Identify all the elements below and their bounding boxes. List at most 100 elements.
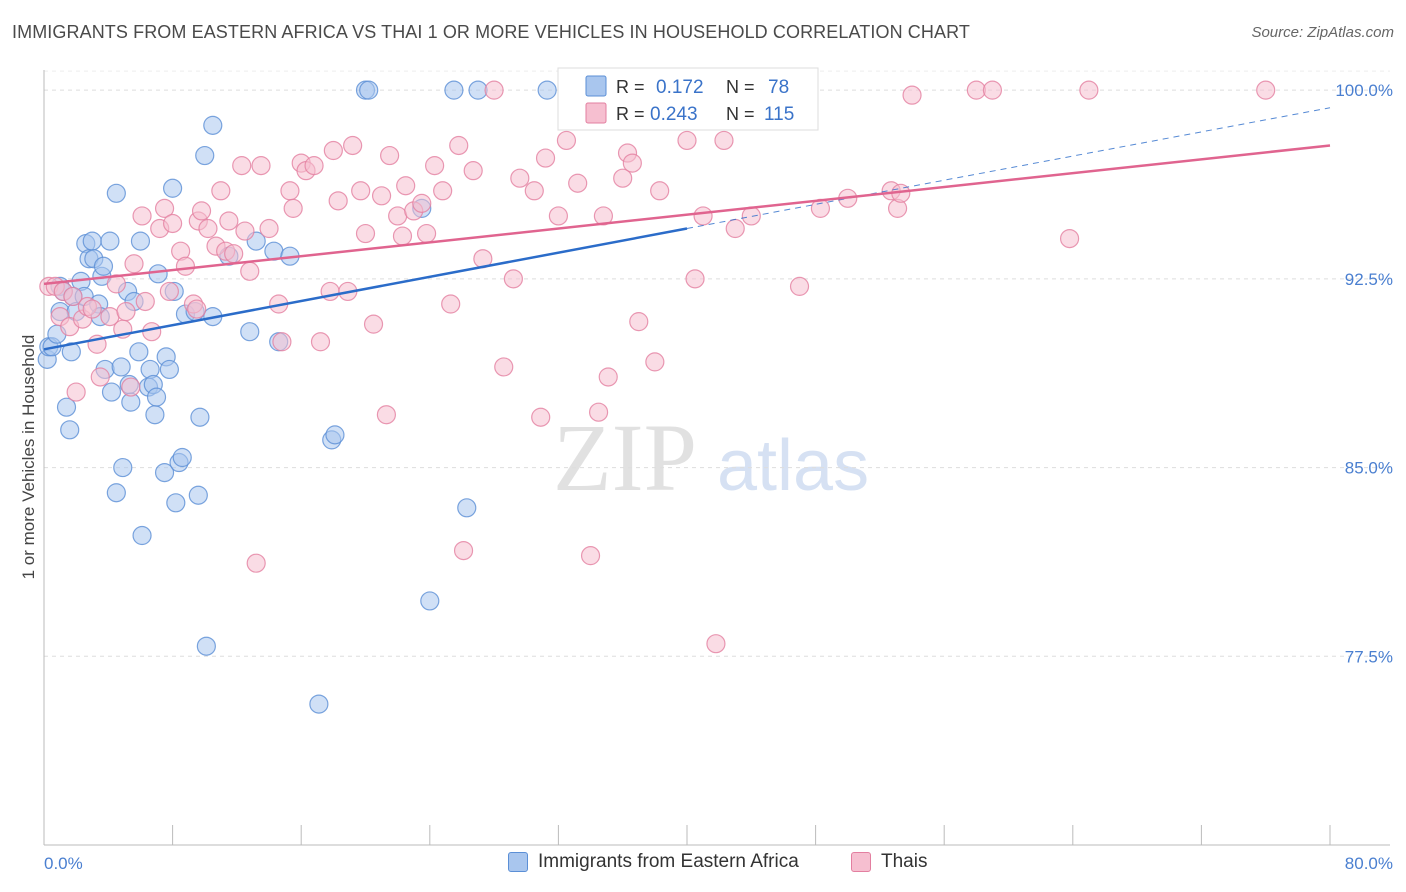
- data-point-eastern-africa: [100, 231, 120, 251]
- data-point-eastern-africa: [468, 80, 488, 100]
- data-point-thais: [412, 193, 432, 213]
- data-point-eastern-africa: [154, 462, 175, 483]
- data-point-eastern-africa: [309, 694, 329, 714]
- data-point-thais: [175, 256, 196, 276]
- data-point-thais: [232, 156, 252, 176]
- data-point-thais: [224, 244, 244, 264]
- data-point-thais: [351, 181, 371, 201]
- data-point-thais: [416, 223, 437, 244]
- legend-n-value-blue: 78: [768, 77, 789, 98]
- data-point-eastern-africa: [61, 342, 81, 362]
- data-point-thais: [392, 226, 413, 246]
- trend-lines: [43, 107, 1331, 351]
- data-point-thais: [714, 130, 734, 151]
- data-point-thais: [789, 276, 810, 296]
- data-point-eastern-africa: [132, 525, 152, 546]
- data-point-eastern-africa: [93, 256, 114, 276]
- data-point-thais: [396, 176, 416, 196]
- legend-r-label-pink: R =: [616, 104, 645, 124]
- data-point-thais: [1256, 80, 1276, 100]
- data-point-thais: [677, 130, 697, 151]
- data-point-eastern-africa: [56, 397, 77, 417]
- x-tick-label-max: 80.0%: [1345, 854, 1393, 873]
- data-point-thais: [622, 153, 642, 173]
- data-point-thais: [531, 407, 551, 427]
- data-point-thais: [371, 186, 392, 206]
- axes: [43, 70, 1390, 846]
- data-point-eastern-africa: [188, 485, 208, 505]
- trend-line-thais: [43, 144, 1331, 286]
- data-point-eastern-africa: [163, 178, 183, 198]
- data-point-eastern-africa: [325, 425, 345, 445]
- data-point-thais: [251, 156, 271, 176]
- data-point-thais: [503, 269, 523, 289]
- data-point-thais: [246, 553, 266, 573]
- y-tick-label: 92.5%: [1345, 270, 1393, 289]
- data-point-eastern-africa: [166, 493, 186, 513]
- data-point-eastern-africa: [420, 591, 440, 611]
- data-point-eastern-africa: [82, 231, 102, 251]
- data-point-thais: [453, 541, 474, 561]
- data-point-thais: [510, 168, 530, 188]
- data-point-thais: [556, 130, 577, 151]
- data-point-thais: [132, 206, 152, 226]
- data-point-thais: [310, 332, 331, 352]
- data-point-thais: [463, 161, 483, 181]
- data-point-eastern-africa: [111, 357, 131, 377]
- bottom-legend-item-thais[interactable]: Thais: [851, 851, 927, 873]
- data-point-eastern-africa: [130, 231, 151, 251]
- data-point-thais: [198, 218, 218, 239]
- data-point-eastern-africa: [145, 405, 165, 425]
- data-point-eastern-africa: [537, 80, 557, 100]
- trend-line-eastern-africa: [43, 227, 688, 351]
- data-point-eastern-africa: [146, 387, 167, 407]
- data-point-eastern-africa: [159, 359, 179, 380]
- data-point-thais: [568, 173, 588, 193]
- data-point-thais: [219, 211, 239, 231]
- data-point-thais: [441, 294, 461, 314]
- data-point-thais: [159, 281, 179, 302]
- data-point-eastern-africa: [195, 145, 215, 166]
- data-point-thais: [902, 85, 922, 105]
- data-point-eastern-africa: [113, 457, 133, 478]
- data-point-thais: [524, 181, 544, 201]
- legend-swatch-pink: [585, 102, 607, 124]
- data-point-thais: [685, 269, 705, 289]
- data-point-eastern-africa: [457, 498, 477, 518]
- legend-n-label-blue: N =: [726, 77, 755, 97]
- data-point-thais: [163, 213, 183, 234]
- data-point-eastern-africa: [240, 322, 260, 342]
- data-point-eastern-africa: [203, 115, 223, 135]
- data-point-thais: [725, 218, 745, 239]
- bottom-legend-swatch-pink: [851, 852, 871, 872]
- tick-labels: 77.5% 85.0% 92.5% 100.0% 0.0% 80.0%: [44, 81, 1393, 873]
- data-point-thais: [343, 135, 363, 156]
- data-point-thais: [629, 312, 649, 332]
- data-point-thais: [650, 181, 670, 201]
- data-point-thais: [376, 405, 396, 425]
- data-point-thais: [693, 206, 713, 226]
- data-point-thais: [272, 332, 292, 352]
- bottom-legend: Immigrants from Eastern Africa Thais: [0, 851, 1406, 879]
- data-point-eastern-africa: [101, 382, 122, 402]
- data-point-eastern-africa: [60, 420, 80, 440]
- data-point-thais: [323, 140, 343, 161]
- data-point-thais: [116, 301, 136, 322]
- data-point-thais: [548, 206, 569, 226]
- data-point-thais: [593, 206, 614, 226]
- legend-swatch-blue: [585, 75, 607, 97]
- data-point-eastern-africa: [359, 80, 379, 100]
- data-point-eastern-africa: [444, 80, 464, 100]
- data-point-thais: [154, 198, 175, 218]
- series-eastern-africa-points: [37, 80, 622, 714]
- bottom-legend-label-eastern-africa: Immigrants from Eastern Africa: [538, 851, 799, 872]
- bottom-legend-label-thais: Thais: [881, 851, 928, 872]
- data-point-thais: [494, 357, 514, 377]
- data-point-thais: [135, 291, 155, 312]
- data-point-thais: [598, 367, 618, 387]
- data-point-thais: [66, 382, 86, 402]
- data-point-eastern-africa: [172, 447, 192, 468]
- bottom-legend-item-eastern-africa[interactable]: Immigrants from Eastern Africa: [508, 851, 799, 873]
- y-tick-label: 77.5%: [1345, 647, 1393, 666]
